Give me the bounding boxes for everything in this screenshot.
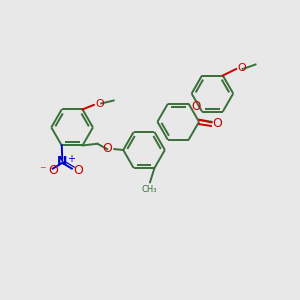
Text: N: N	[57, 155, 68, 168]
Text: +: +	[67, 154, 75, 164]
Text: CH₃: CH₃	[142, 185, 157, 194]
Text: O: O	[73, 164, 83, 177]
Text: O: O	[95, 99, 104, 109]
Text: O: O	[238, 63, 246, 73]
Text: O: O	[191, 100, 200, 113]
Text: O: O	[49, 164, 58, 177]
Text: ⁻: ⁻	[40, 164, 46, 177]
Text: O: O	[102, 142, 112, 155]
Text: O: O	[212, 117, 222, 130]
